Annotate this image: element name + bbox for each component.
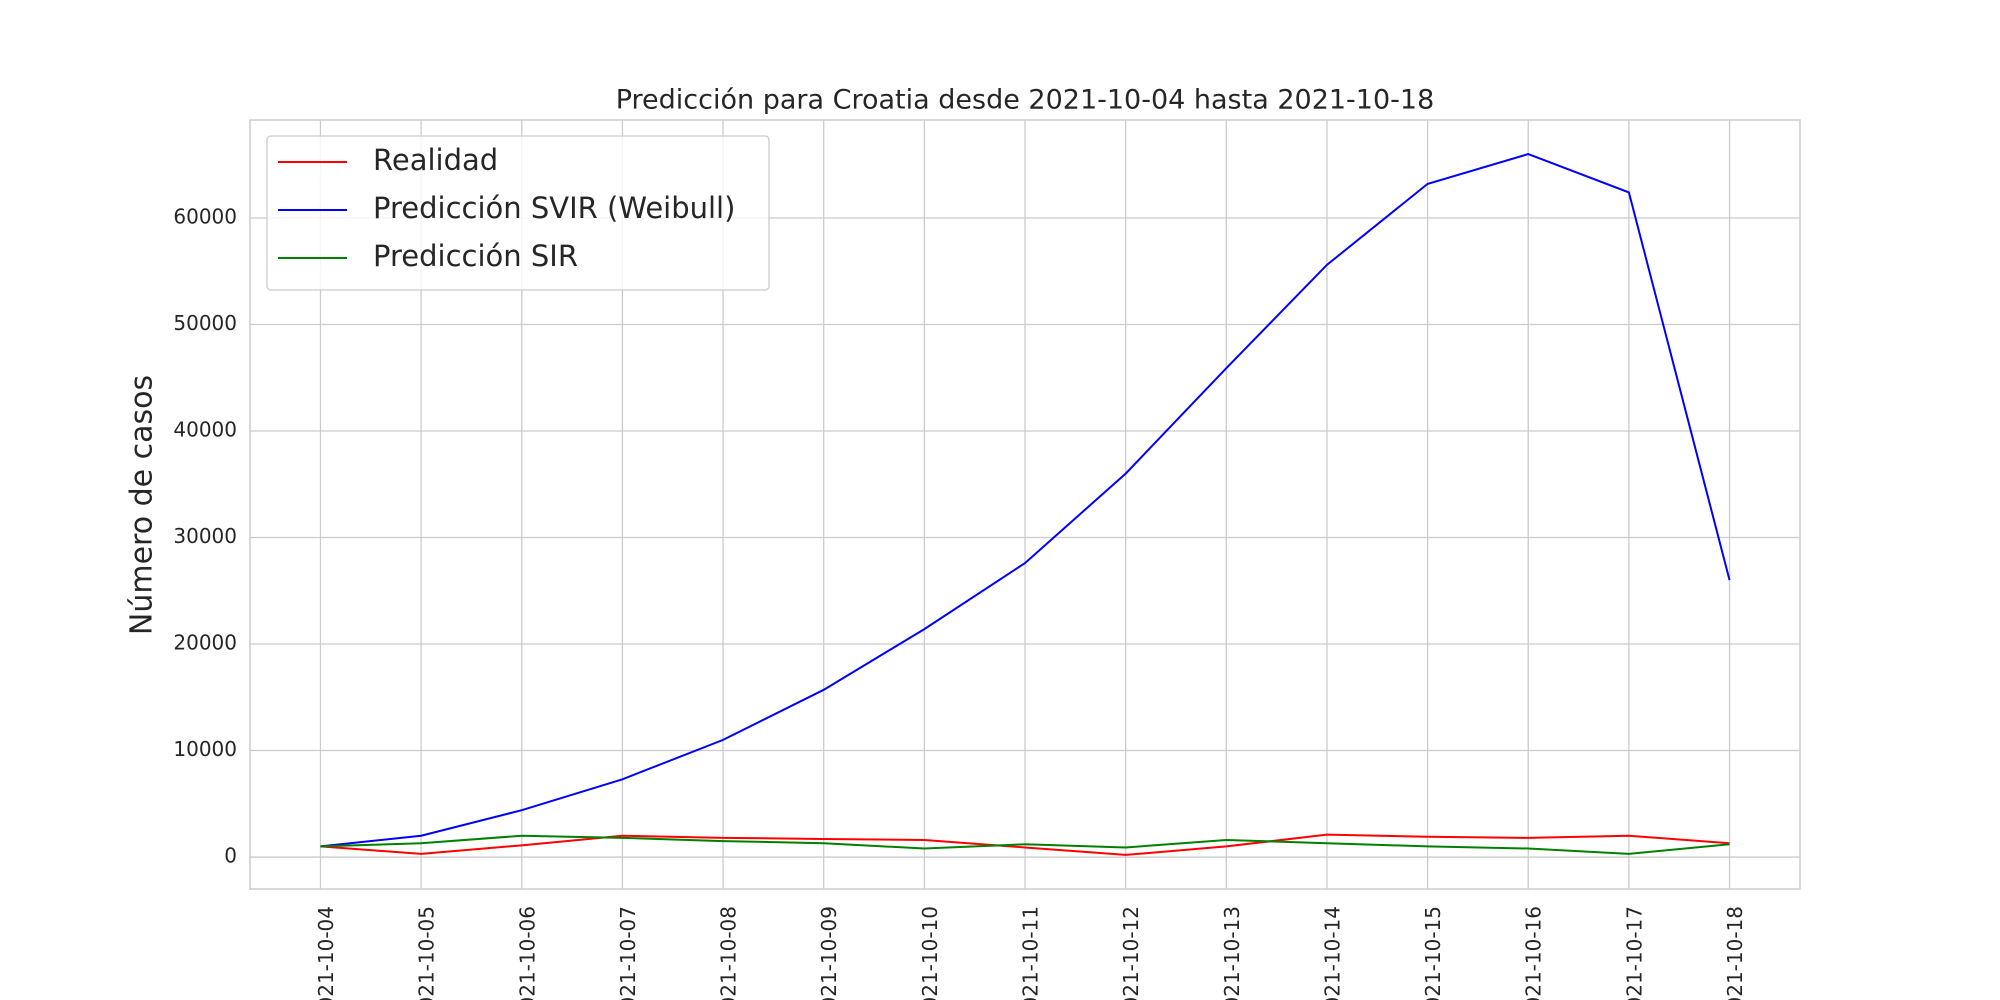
x-tick-label: 2021-10-16: [1522, 906, 1546, 1000]
x-tick-label: 2021-10-07: [616, 906, 640, 1000]
x-tick-label: 2021-10-10: [918, 906, 942, 1000]
y-tick-label: 10000: [173, 737, 237, 761]
x-tick-label: 2021-10-18: [1723, 906, 1747, 1000]
legend: Realidad Predicción SVIR (Weibull) Predicc…: [266, 135, 770, 291]
y-axis-label: Número de casos: [125, 375, 160, 635]
legend-label: Predicción SVIR (Weibull): [373, 191, 735, 225]
x-tick-label: 2021-10-11: [1019, 906, 1043, 1000]
y-tick-label: 40000: [173, 418, 237, 442]
y-tick-label: 0: [224, 844, 237, 868]
series-line: [320, 833, 1730, 856]
x-tick-label: 2021-10-17: [1622, 906, 1646, 1000]
x-tick-label: 2021-10-04: [314, 906, 338, 1000]
x-tick-label: 2021-10-14: [1320, 906, 1344, 1000]
legend-label: Predicción SIR: [373, 239, 578, 273]
series-line: [320, 834, 1730, 855]
series-line: [320, 153, 1731, 848]
x-tick-label: 2021-10-12: [1119, 906, 1143, 1000]
y-tick-label: 50000: [173, 311, 237, 335]
plot-frame: [249, 119, 1801, 890]
x-tick-label: 2021-10-05: [415, 906, 439, 1000]
x-tick-label: 2021-10-08: [717, 906, 741, 1000]
legend-box: [266, 135, 770, 291]
x-tick-label: 2021-10-06: [515, 906, 539, 1000]
legend-label: Realidad: [373, 143, 498, 177]
x-tick-label: 2021-10-09: [817, 906, 841, 1000]
y-tick-label: 60000: [173, 204, 237, 228]
y-tick-label: 30000: [173, 524, 237, 548]
chart-title: Predicción para Croatia desde 2021-10-04…: [616, 85, 1435, 116]
x-tick-label: 2021-10-15: [1421, 906, 1445, 1000]
x-tick-label: 2021-10-13: [1220, 906, 1244, 1000]
y-tick-label: 20000: [173, 631, 237, 655]
